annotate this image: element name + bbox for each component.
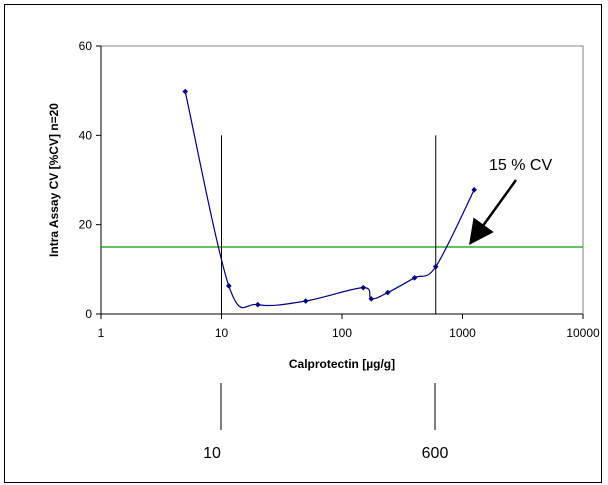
data-point: [411, 275, 418, 281]
x-tick-label: 10: [215, 326, 229, 340]
data-point: [368, 296, 375, 302]
reference-lines: [101, 135, 583, 314]
data-point: [226, 283, 232, 289]
y-tick-label: 60: [79, 39, 93, 53]
y-axis-title: Intra Assay CV [%CV] n=20: [47, 103, 61, 257]
x-tick-label: 1000: [449, 326, 476, 340]
x-tick-label: 100: [332, 326, 352, 340]
series-line: [184, 91, 475, 309]
data-point: [471, 187, 477, 193]
upper-limit-label: 600: [422, 445, 449, 462]
chart-frame: 0 20 40 60 1 10 100 1000 10000 Calprotectin [µg/…: [4, 4, 602, 483]
axes: 0 20 40 60 1 10 100 1000 10000: [79, 39, 600, 340]
calprotectin-cv-chart: 0 20 40 60 1 10 100 1000 10000 Calprotectin [µg/…: [47, 39, 600, 462]
data-point: [182, 88, 189, 95]
data-point: [385, 289, 391, 296]
data-point: [360, 284, 367, 291]
data-point: [302, 298, 309, 304]
data-series: [182, 88, 477, 309]
x-tick-label: 1: [98, 326, 105, 340]
lower-limit-label: 10: [203, 445, 221, 462]
x-axis-title: Calprotectin [µg/g]: [289, 357, 395, 371]
x-tick-label: 10000: [566, 326, 600, 340]
y-tick-label: 20: [79, 218, 93, 232]
y-tick-label: 40: [79, 128, 93, 142]
cv-annotation-arrow: [469, 179, 518, 246]
cv-annotation-label: 15 % CV: [489, 157, 552, 174]
plot-area: [100, 45, 584, 315]
data-point: [432, 263, 439, 270]
y-tick-label: 0: [85, 307, 92, 321]
data-point: [254, 301, 261, 308]
